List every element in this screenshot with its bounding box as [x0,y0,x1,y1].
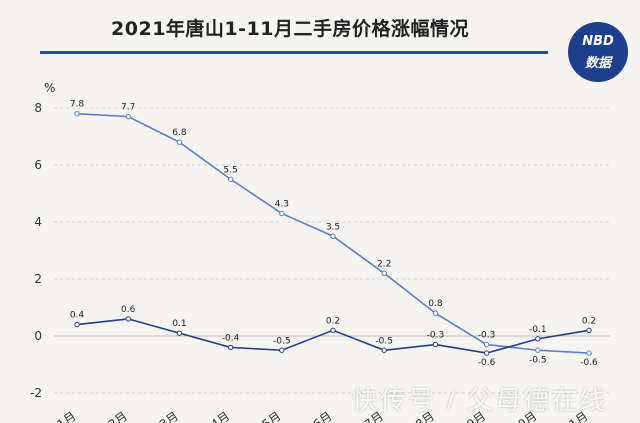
data-point [74,321,80,328]
data-point [586,350,592,356]
data-point [227,176,234,182]
data-label: -0.5 [273,336,291,346]
data-point [176,330,183,336]
data-point [330,233,336,239]
data-point [535,347,541,353]
y-tick-label: 6 [34,158,42,172]
data-label: 0.1 [172,319,186,329]
data-point [586,327,592,333]
data-point [381,347,387,353]
data-label: -0.6 [580,358,598,368]
data-point [279,347,285,353]
y-tick-label: 8 [34,101,42,115]
data-label: -0.5 [529,355,547,365]
data-point [432,341,439,348]
y-tick-label: 0 [34,329,42,343]
data-label: -0.1 [529,325,547,335]
x-tick-label: 2月 [106,409,130,423]
data-point [74,111,80,117]
data-label: 5.5 [223,165,237,175]
data-label: 0.2 [326,316,340,326]
data-point [176,139,183,145]
x-tick-label: 4月 [208,409,232,423]
data-point [432,310,439,316]
data-label: 0.2 [582,316,596,326]
y-tick-label: -2 [30,386,42,400]
nbd-logo: NBD 数据 [568,22,628,82]
data-label: 6.8 [172,128,187,138]
data-label: 3.5 [326,222,340,232]
data-point [227,344,234,351]
data-label: -0.4 [222,333,240,343]
data-point [483,350,490,356]
y-tick-label: 2 [34,272,42,286]
chart-title: 2021年唐山1-11月二手房价格涨幅情况 [111,18,469,40]
logo-text-nbd: NBD [582,34,614,49]
x-tick-label: 5月 [259,409,283,423]
data-label: -0.6 [478,358,496,368]
data-label: 0.6 [121,305,136,315]
x-tick-label: 3月 [157,409,181,423]
data-label: 0.4 [70,311,85,321]
data-point [125,113,131,120]
data-label: -0.3 [427,331,445,341]
data-label: -0.5 [375,336,393,346]
data-point [535,336,541,342]
x-tick-label: 6月 [311,409,335,423]
x-tick-label: 1月 [55,409,79,423]
data-label: -0.3 [478,331,496,341]
watermark-text: 快传号 / 父母德在线 [352,386,608,416]
data-label: 7.7 [121,103,135,113]
data-point [381,270,387,276]
data-point [330,327,336,333]
y-tick-label: 4 [34,215,42,229]
title-underline [40,51,548,54]
data-label: 4.3 [275,199,289,209]
data-point [483,341,490,348]
logo-text-data: 数据 [584,56,611,71]
data-label: 7.8 [70,100,85,110]
data-point [279,210,285,217]
data-label: 2.2 [377,259,391,269]
data-point [125,316,131,322]
data-label: 0.8 [428,299,443,309]
y-axis-unit-label: % [44,81,55,95]
